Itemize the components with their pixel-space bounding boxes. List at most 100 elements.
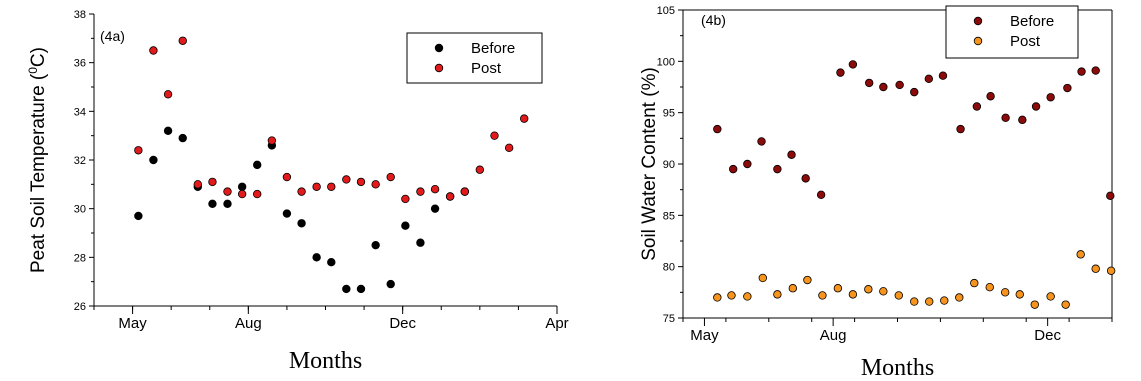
data-point-before: [430, 204, 440, 213]
data-point-post: [1046, 292, 1055, 301]
data-point-before: [1031, 102, 1041, 111]
data-point-before: [386, 279, 395, 289]
legend-label-before: Before: [1010, 13, 1054, 30]
data-point-before: [836, 68, 845, 77]
data-point-before: [223, 199, 232, 208]
data-point-before: [149, 155, 158, 165]
x-tick-label: Dec: [1034, 327, 1061, 344]
data-point-post: [371, 180, 380, 189]
data-point-post: [1030, 300, 1039, 309]
y-tick-label: 100: [657, 56, 675, 68]
data-point-before: [1091, 66, 1100, 75]
data-point-post: [520, 114, 529, 123]
series-before: [134, 126, 469, 294]
data-point-before: [879, 82, 888, 92]
data-point-before: [253, 160, 262, 170]
y-tick-label: 85: [663, 210, 675, 222]
data-point-before: [956, 124, 965, 134]
data-point-post: [134, 146, 143, 155]
x-axis-label: Months: [861, 355, 934, 381]
data-point-before: [924, 74, 934, 83]
series-post: [713, 250, 1116, 309]
y-tick-label: 75: [663, 313, 675, 325]
data-point-before: [864, 78, 874, 88]
data-point-post: [788, 284, 798, 293]
data-point-before: [986, 92, 995, 101]
data-point-post: [312, 182, 321, 191]
data-point-post: [460, 187, 469, 196]
data-point-post: [490, 131, 499, 140]
y-tick-label: 34: [74, 106, 86, 118]
data-point-before: [713, 124, 722, 134]
data-point-before: [1106, 191, 1115, 201]
x-axis-label: Months: [289, 348, 362, 374]
data-point-before: [342, 284, 351, 294]
data-point-post: [445, 192, 455, 201]
y-tick-label: 105: [657, 5, 675, 17]
data-point-before: [134, 211, 143, 221]
legend-label-post: Post: [1010, 33, 1041, 50]
data-point-post: [925, 297, 934, 306]
data-point-post: [1091, 264, 1100, 273]
legend-marker-before: [973, 16, 983, 26]
x-tick-label: May: [690, 327, 719, 344]
chart-panel-4a: 26 28 30 32 34 36 38 May Aug Dec Apr (4a) Peat Soil …: [26, 9, 569, 374]
data-point-post: [253, 189, 262, 199]
data-point-post: [297, 187, 306, 196]
data-point-post: [237, 189, 247, 199]
data-point-post: [386, 172, 395, 182]
data-point-before: [1063, 83, 1072, 93]
y-tick-label: 30: [74, 204, 86, 216]
data-point-post: [475, 165, 485, 174]
data-point-post: [178, 36, 187, 45]
legend-label-before: Before: [471, 40, 515, 57]
data-point-before: [163, 126, 173, 135]
data-point-post: [713, 293, 722, 302]
legend-box: [406, 32, 543, 84]
data-point-post: [430, 184, 440, 194]
data-point-before: [848, 60, 858, 69]
legend-marker-before: [434, 43, 444, 53]
data-point-post: [818, 291, 827, 300]
data-point-before: [282, 209, 292, 218]
y-tick-label: 28: [74, 252, 86, 264]
data-point-post: [401, 194, 410, 204]
legend-marker-post: [434, 63, 444, 73]
data-point-before: [1077, 67, 1086, 76]
data-point-post: [193, 180, 202, 189]
data-point-before: [312, 253, 321, 262]
data-point-before: [1046, 93, 1055, 102]
data-point-post: [727, 291, 736, 300]
data-point-before: [895, 80, 904, 90]
data-point-post: [504, 143, 514, 153]
data-point-post: [327, 182, 336, 191]
legend: Before Post: [945, 5, 1079, 59]
data-point-post: [282, 172, 292, 182]
data-point-before: [297, 219, 306, 228]
data-point-before: [208, 199, 217, 208]
y-tick-label: 26: [74, 301, 86, 313]
data-point-before: [972, 102, 982, 111]
y-tick-label: 32: [74, 155, 86, 167]
series-post: [134, 36, 529, 204]
y-axis-label: Soil Water Content (%): [639, 67, 660, 261]
data-point-before: [743, 159, 752, 169]
data-point-post: [208, 177, 217, 187]
data-point-before: [938, 71, 948, 80]
data-point-post: [267, 136, 277, 145]
legend-label-post: Post: [471, 60, 502, 77]
x-tick-label: Aug: [235, 315, 262, 332]
y-axis-label-superscript: 0: [26, 67, 40, 74]
data-point-before: [356, 284, 366, 294]
series-before: [713, 60, 1115, 201]
data-point-before: [728, 164, 738, 174]
data-point-before: [910, 87, 919, 97]
data-point-post: [833, 284, 843, 293]
data-point-post: [985, 283, 994, 292]
y-tick-label: 36: [74, 58, 86, 70]
data-point-post: [1061, 300, 1070, 309]
y-tick-label: 90: [663, 159, 675, 171]
legend-box: [945, 5, 1079, 59]
data-point-post: [1076, 250, 1085, 259]
